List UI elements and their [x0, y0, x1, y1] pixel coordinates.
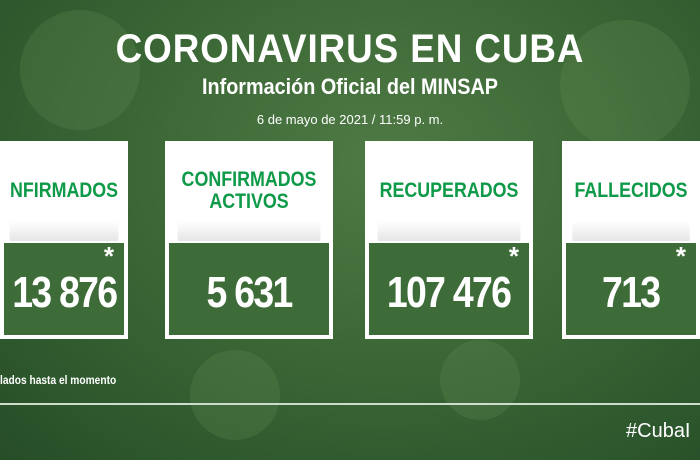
card-label: CONFIRMADOS ACTIVOS — [177, 141, 321, 241]
card-fallecidos: FALLECIDOS 713 * — [562, 141, 700, 339]
virus-decoration — [440, 340, 520, 420]
virus-decoration — [190, 350, 280, 440]
hashtag: #CubaI — [626, 420, 691, 442]
card-value: 107 476 — [387, 268, 512, 317]
card-value: 5 631 — [206, 268, 293, 317]
virus-decoration — [560, 20, 690, 150]
card-value-box: 5 631 — [169, 243, 329, 335]
card-label: RECUPERADOS — [377, 141, 521, 241]
card-value-box: 713 * — [566, 243, 696, 335]
card-confirmados: NFIRMADOS 13 876 * — [0, 141, 128, 339]
card-recuperados: RECUPERADOS 107 476 * — [365, 141, 533, 339]
card-label: NFIRMADOS — [9, 141, 119, 241]
subtitle: Información Oficial del MINSAP — [202, 74, 498, 99]
card-value-box: 107 476 * — [369, 243, 529, 335]
card-confirmados-activos: CONFIRMADOS ACTIVOS 5 631 — [165, 141, 333, 339]
card-value-box: 13 876 * — [4, 243, 124, 335]
footnote: lados hasta el momento — [0, 373, 117, 387]
report-date: 6 de mayo de 2021 / 11:59 p. m. — [256, 112, 444, 127]
virus-decoration — [20, 10, 140, 130]
card-value: 13 876 — [11, 268, 118, 317]
page-title: CORONAVIRUS EN CUBA — [115, 27, 585, 71]
asterisk: * — [508, 241, 519, 271]
asterisk: * — [675, 241, 686, 271]
asterisk: * — [103, 241, 114, 271]
card-value: 713 — [602, 268, 661, 317]
card-label: FALLECIDOS — [572, 141, 690, 241]
divider — [0, 403, 700, 405]
